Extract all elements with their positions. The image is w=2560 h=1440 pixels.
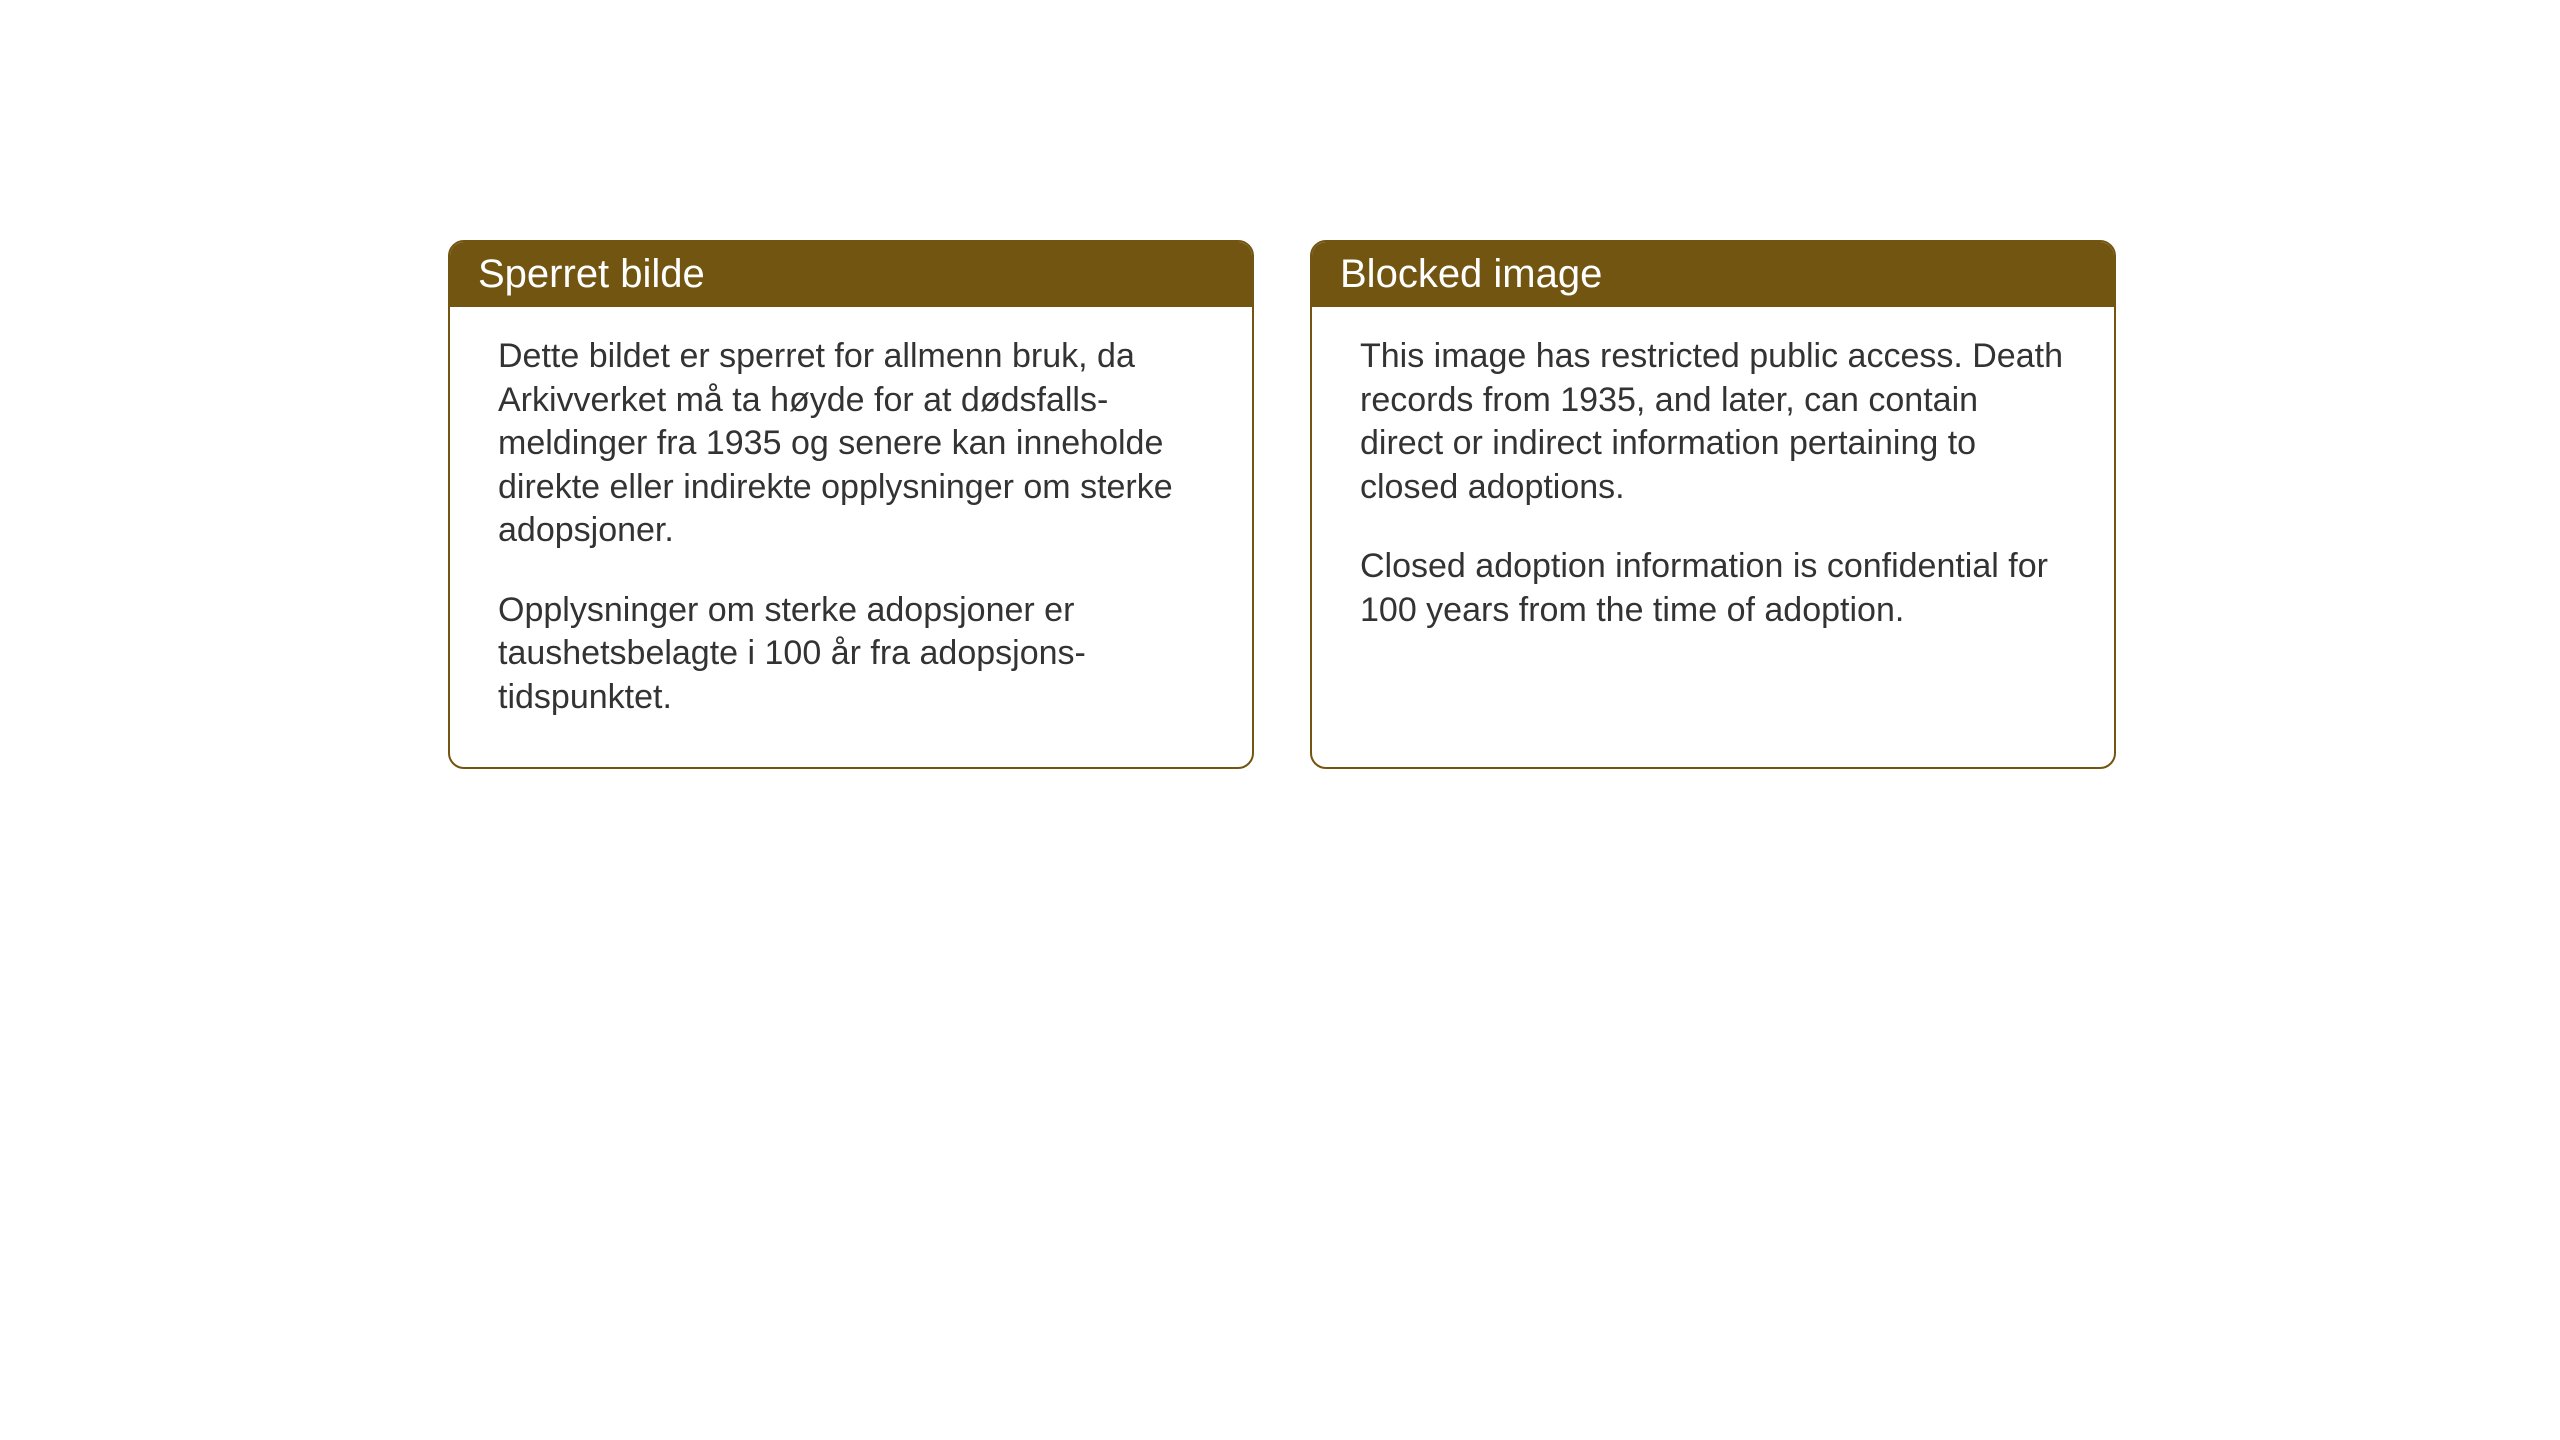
card-paragraph-english-1: This image has restricted public access.… — [1360, 335, 2066, 509]
card-paragraph-norwegian-1: Dette bildet er sperret for allmenn bruk… — [498, 335, 1204, 553]
notice-cards-container: Sperret bilde Dette bildet er sperret fo… — [448, 240, 2116, 769]
card-header-english: Blocked image — [1312, 242, 2114, 307]
notice-card-norwegian: Sperret bilde Dette bildet er sperret fo… — [448, 240, 1254, 769]
card-paragraph-english-2: Closed adoption information is confident… — [1360, 545, 2066, 632]
card-title-english: Blocked image — [1340, 252, 1602, 296]
card-title-norwegian: Sperret bilde — [478, 252, 705, 296]
card-body-norwegian: Dette bildet er sperret for allmenn bruk… — [450, 307, 1252, 767]
notice-card-english: Blocked image This image has restricted … — [1310, 240, 2116, 769]
card-body-english: This image has restricted public access.… — [1312, 307, 2114, 680]
card-paragraph-norwegian-2: Opplysninger om sterke adopsjoner er tau… — [498, 589, 1204, 720]
card-header-norwegian: Sperret bilde — [450, 242, 1252, 307]
